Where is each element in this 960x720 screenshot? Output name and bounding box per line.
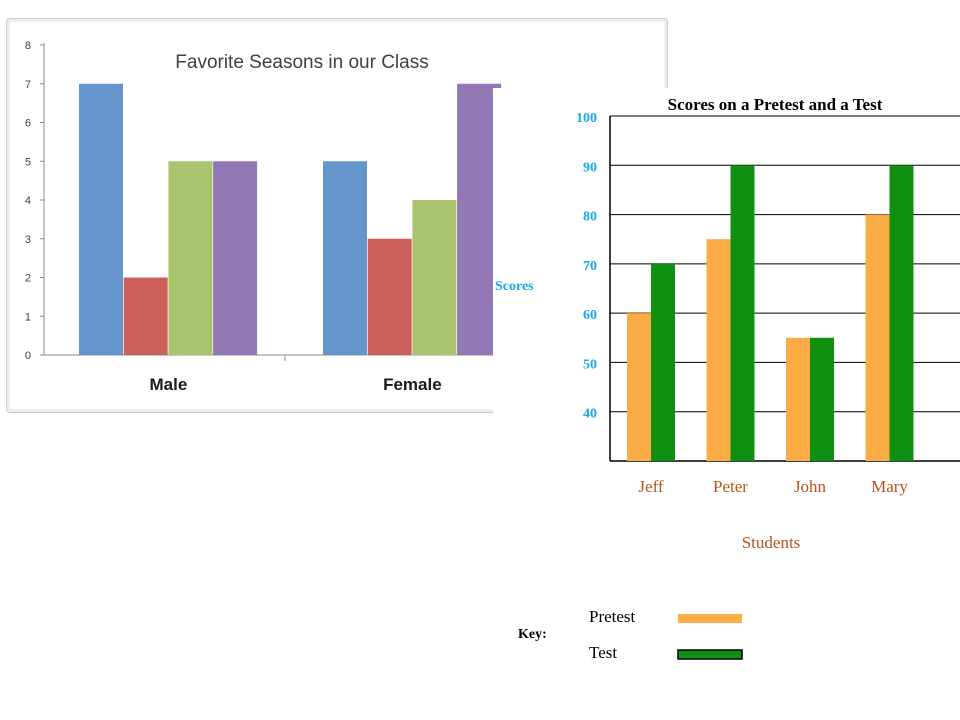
- x-category-label: John: [794, 477, 827, 496]
- bar: [865, 214, 890, 461]
- legend-swatch: [678, 614, 742, 623]
- y-tick-label: 60: [583, 308, 597, 323]
- bar: [213, 161, 258, 355]
- y-tick-label: 50: [583, 357, 597, 372]
- legend-key-label: Key:: [518, 627, 547, 642]
- y-tick-label: 0: [25, 350, 31, 362]
- chart-title: Scores on a Pretest and a Test: [668, 95, 883, 114]
- y-tick-label: 100: [576, 111, 597, 126]
- legend-swatch: [677, 649, 743, 660]
- y-tick-label: 5: [25, 156, 31, 168]
- bar: [889, 165, 914, 461]
- bar: [79, 83, 123, 355]
- y-axis-label: Scores: [495, 279, 534, 294]
- x-category-label: Peter: [713, 477, 748, 496]
- bar: [706, 239, 731, 461]
- y-tick-label: 7: [25, 79, 31, 91]
- x-category-label: Female: [383, 375, 442, 394]
- y-tick-label: 1: [25, 311, 31, 323]
- y-tick-label: 90: [583, 160, 597, 175]
- x-category-label: Mary: [871, 477, 908, 496]
- bar: [786, 337, 810, 461]
- bar: [367, 238, 412, 355]
- bar: [412, 200, 457, 355]
- bar: [627, 313, 651, 461]
- y-tick-label: 4: [25, 195, 31, 207]
- legend-entry-label: Pretest: [589, 607, 636, 626]
- x-category-label: Male: [150, 375, 188, 394]
- y-tick-label: 70: [583, 259, 597, 274]
- y-tick-label: 3: [25, 234, 31, 246]
- bar: [123, 277, 168, 355]
- legend-entry-label: Test: [589, 643, 617, 662]
- y-tick-label: 40: [583, 407, 597, 422]
- bar: [323, 161, 367, 355]
- scores-plot: Scores on a Pretest and a Test 40 50 60 70 80…: [495, 95, 960, 662]
- bar: [810, 337, 834, 461]
- chart-title: Favorite Seasons in our Class: [175, 52, 428, 73]
- x-category-label: Jeff: [638, 477, 664, 496]
- x-axis-label: Students: [742, 533, 801, 552]
- y-tick-label: 2: [25, 273, 31, 285]
- bar: [168, 161, 213, 355]
- scores-chart: Scores on a Pretest and a Test 40 50 60 70 80…: [493, 88, 960, 720]
- y-tick-label: 6: [25, 118, 31, 130]
- y-tick-label: 8: [25, 40, 31, 52]
- bar: [730, 165, 755, 461]
- bar: [651, 263, 675, 461]
- y-tick-label: 80: [583, 210, 597, 225]
